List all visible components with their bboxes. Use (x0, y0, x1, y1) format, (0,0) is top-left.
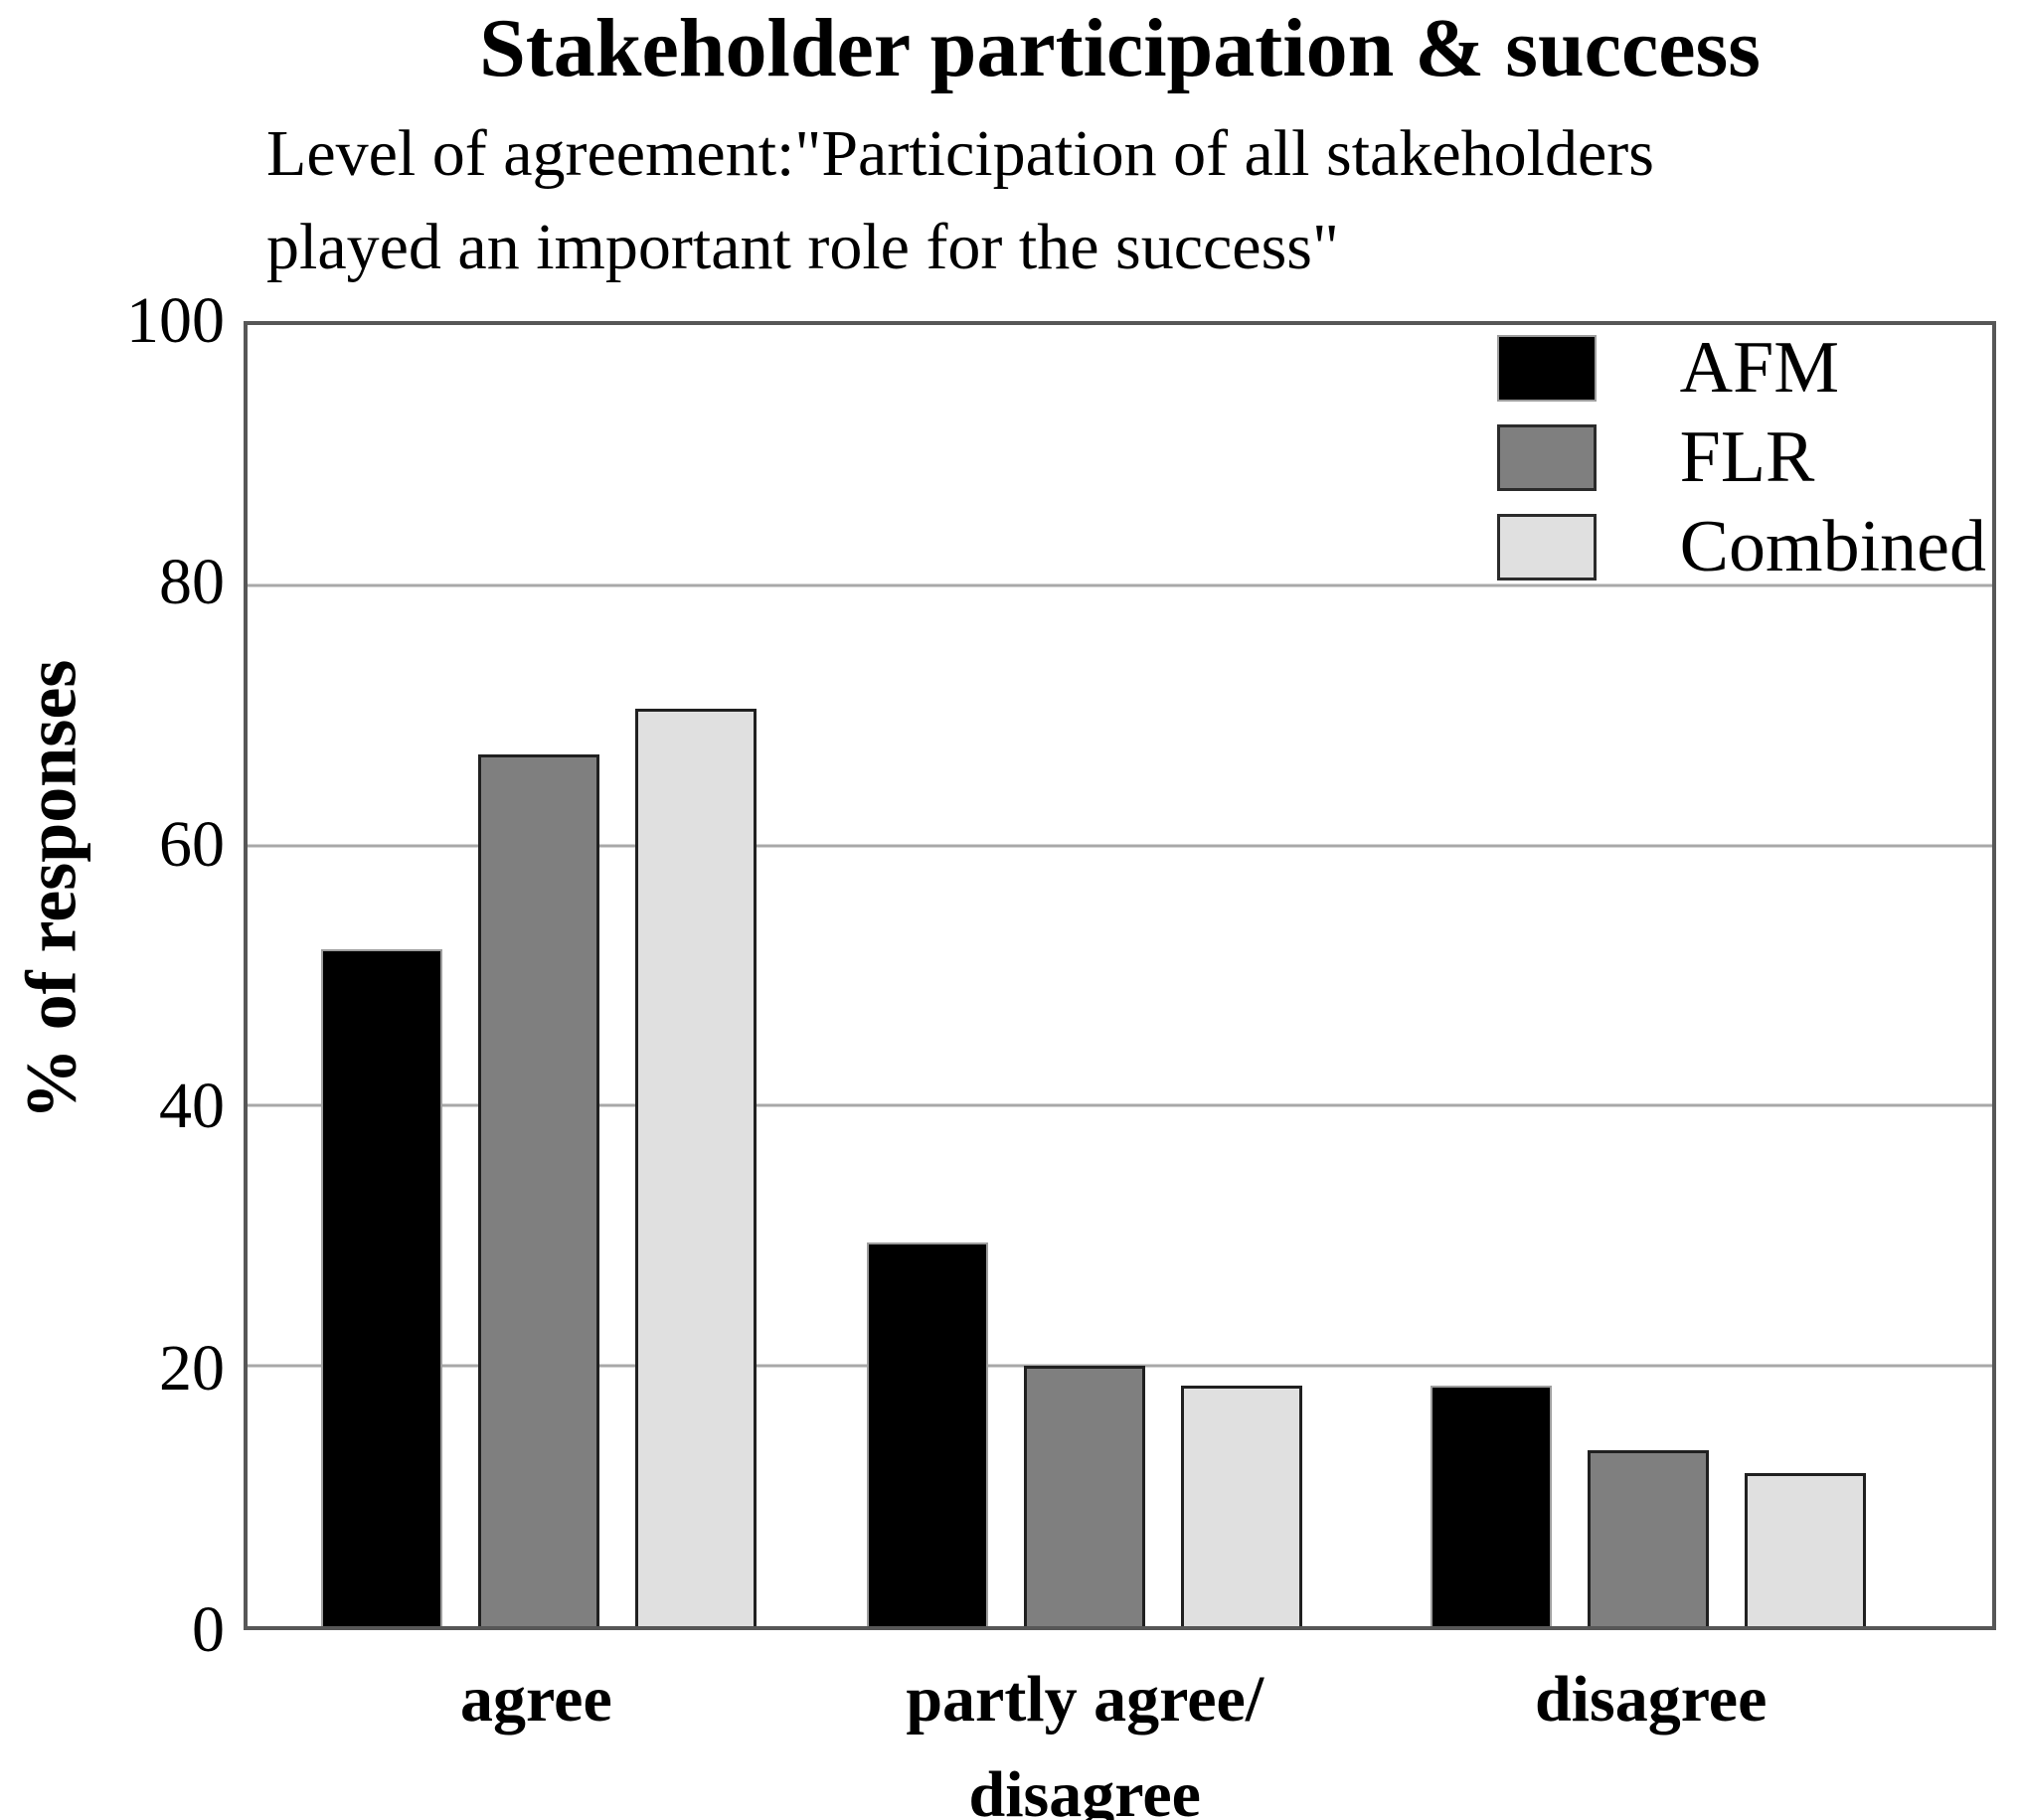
legend-swatch-afm (1496, 334, 1597, 402)
legend-label-combined: Combined (1679, 506, 1986, 587)
bar-flr-3 (1588, 1450, 1710, 1626)
bar-combined-1 (635, 709, 758, 1626)
bar-flr-2 (1024, 1366, 1146, 1626)
legend: AFM FLR Combined (1496, 327, 1986, 587)
y-axis-tick-labels: 0 20 40 60 80 100 (0, 288, 225, 1663)
bar-flr-1 (478, 753, 600, 1626)
chart-title: Stakeholder participation & success (479, 2, 1761, 94)
bar-afm-3 (1431, 1385, 1553, 1626)
legend-swatch-flr (1496, 423, 1597, 491)
legend-label-flr: FLR (1679, 416, 1815, 498)
bar-combined-3 (1745, 1472, 1867, 1626)
chart-subtitle-line-2: played an important role for the success… (266, 210, 1339, 283)
gridline (248, 1103, 1992, 1107)
bar-group-1 (321, 325, 758, 1626)
x-category-label-1: agree (460, 1663, 612, 1736)
legend-row-afm: AFM (1496, 327, 1986, 409)
x-category-label-3: disagree (1534, 1663, 1768, 1736)
y-tick-label: 0 (192, 1593, 225, 1666)
bar-afm-1 (321, 949, 443, 1626)
legend-row-combined: Combined (1496, 506, 1986, 587)
y-tick-label: 100 (126, 284, 225, 357)
y-tick-label: 80 (159, 546, 225, 619)
bar-group-2 (867, 325, 1303, 1626)
y-tick-label: 20 (159, 1331, 225, 1405)
bar-afm-2 (867, 1241, 989, 1626)
chart-subtitle-line-1: Level of agreement:"Participation of all… (266, 117, 1654, 190)
gridline (248, 583, 1992, 587)
y-tick-label: 60 (159, 807, 225, 881)
plot-area: AFM FLR Combined (244, 321, 1996, 1630)
legend-label-afm: AFM (1679, 327, 1840, 409)
gridline (248, 844, 1992, 848)
gridline (248, 1364, 1992, 1368)
bar-combined-2 (1181, 1385, 1303, 1626)
legend-row-flr: FLR (1496, 416, 1986, 498)
bar-group-3 (1431, 325, 1867, 1626)
x-category-label-2: partly agree/ disagree (906, 1663, 1264, 1820)
y-tick-label: 40 (159, 1070, 225, 1143)
chart-subtitle: Level of agreement:"Participation of all… (266, 107, 1654, 293)
legend-swatch-combined (1496, 513, 1597, 580)
